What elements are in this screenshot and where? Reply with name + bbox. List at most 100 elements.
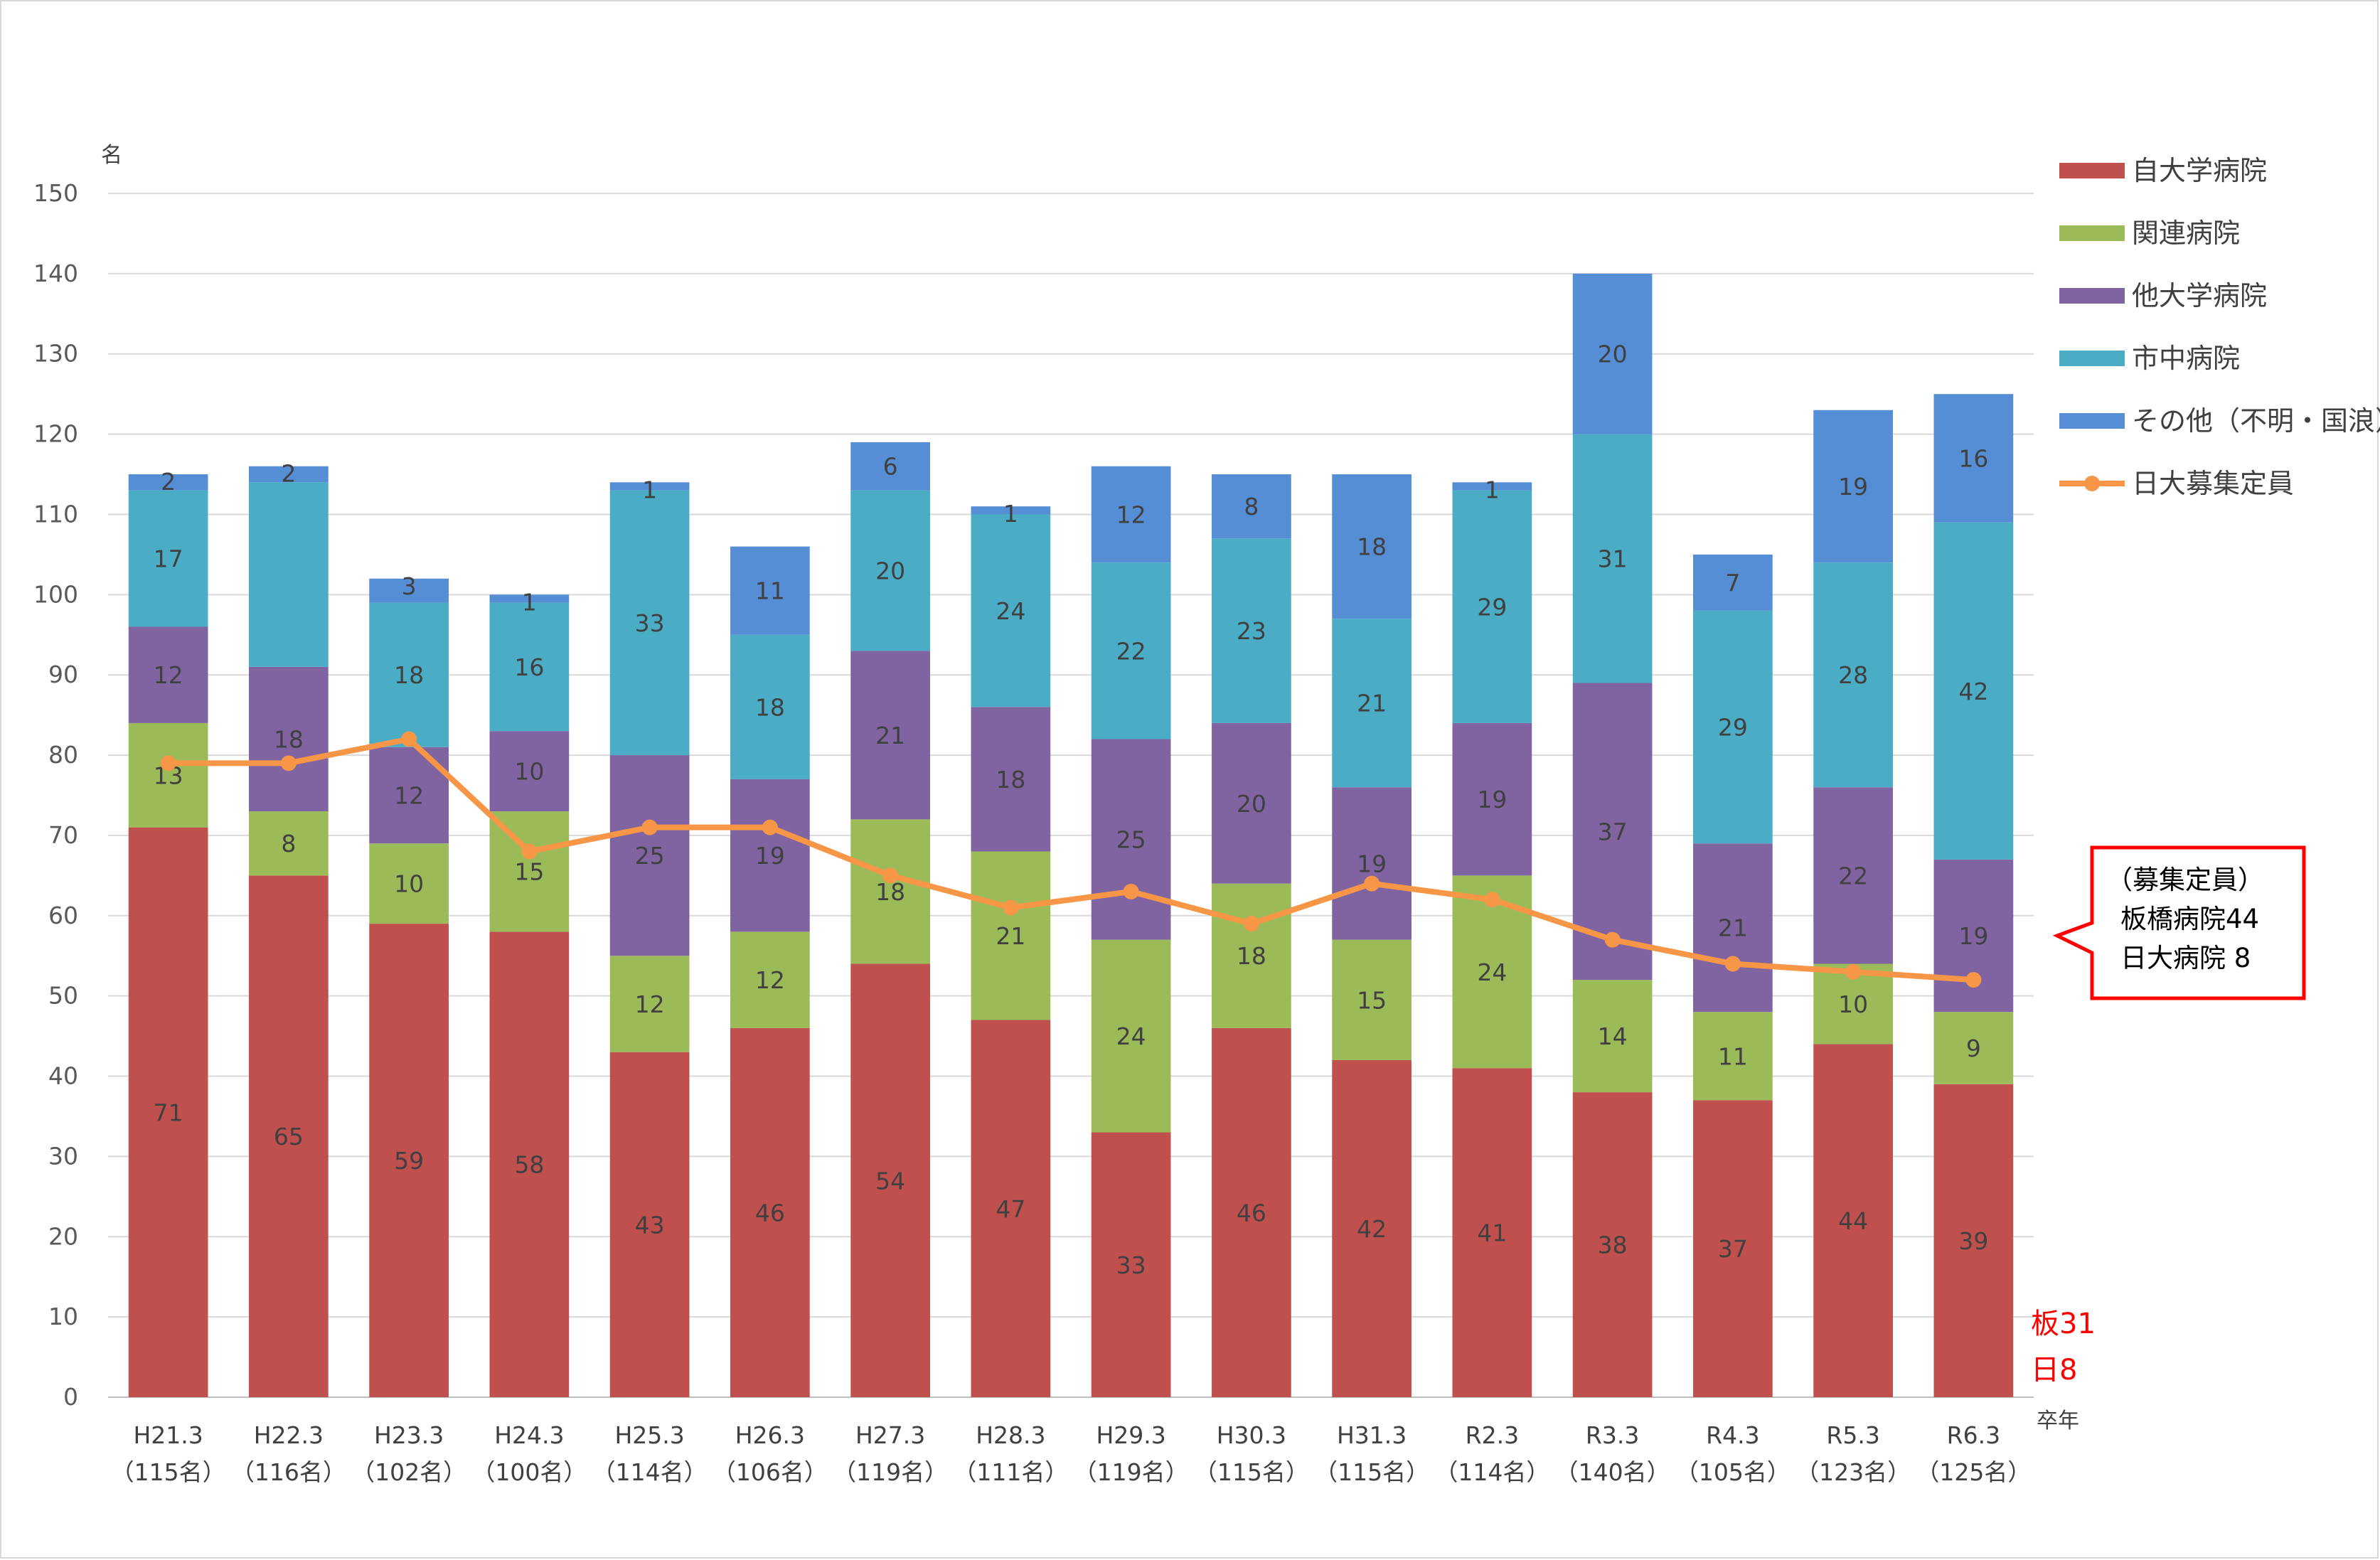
bar-segment bbox=[971, 506, 1051, 515]
segment-label: 18 bbox=[996, 766, 1025, 794]
segment-label: 15 bbox=[514, 858, 544, 886]
segment-label: 8 bbox=[1244, 493, 1259, 520]
segment-label: 20 bbox=[1598, 341, 1628, 368]
segment-label: 12 bbox=[755, 966, 785, 994]
bar-segment bbox=[249, 875, 329, 1397]
bar-segment bbox=[128, 827, 208, 1397]
y-tick-label: 0 bbox=[63, 1383, 78, 1411]
bar-segment bbox=[1813, 410, 1893, 563]
segment-label: 22 bbox=[1838, 862, 1868, 889]
y-tick-label: 100 bbox=[33, 580, 78, 608]
line-point bbox=[1484, 892, 1500, 908]
x-axis-labels: H21.3 （115名） H22.3 （116名） H23.3 （102名） H24.3 （1… bbox=[111, 1421, 2032, 1486]
x-tick-label: H26.3 bbox=[735, 1421, 805, 1449]
segment-label: 21 bbox=[1718, 914, 1748, 942]
segment-label: 31 bbox=[1598, 545, 1628, 573]
bar-segment bbox=[850, 490, 930, 651]
x-tick-label: H23.3 bbox=[374, 1421, 444, 1449]
bar-segment bbox=[1091, 739, 1171, 940]
segment-label: 1 bbox=[642, 476, 657, 503]
x-tick-label: H28.3 bbox=[976, 1421, 1045, 1449]
segment-label: 16 bbox=[1958, 444, 1988, 472]
bar-segment bbox=[1693, 1100, 1773, 1397]
bar-segment bbox=[128, 722, 208, 828]
bar-segment bbox=[369, 843, 449, 924]
segment-label: 18 bbox=[1357, 533, 1387, 561]
bar-segment bbox=[1572, 434, 1653, 683]
bar-segment bbox=[850, 442, 930, 491]
bar-segment bbox=[730, 634, 810, 779]
line-point bbox=[882, 867, 899, 884]
bar-segment bbox=[128, 474, 208, 491]
segment-label: 12 bbox=[635, 990, 665, 1018]
bar-segment bbox=[489, 731, 570, 812]
line-point bbox=[1364, 875, 1380, 892]
segment-label: 1 bbox=[1485, 476, 1500, 503]
x-tick-total-label: （114名） bbox=[1434, 1458, 1549, 1486]
line-point bbox=[1003, 899, 1019, 916]
segment-label: 12 bbox=[1116, 501, 1146, 528]
bar-segment bbox=[1572, 980, 1653, 1093]
segment-label: 24 bbox=[1477, 958, 1507, 986]
legend-swatch bbox=[2059, 163, 2125, 178]
segment-label: 23 bbox=[1237, 617, 1266, 645]
y-tick-label: 150 bbox=[33, 179, 78, 207]
line-series bbox=[160, 731, 1982, 988]
line-point bbox=[280, 755, 297, 771]
bar-segment bbox=[730, 1027, 810, 1397]
line-point bbox=[1724, 956, 1741, 972]
legend-line-marker bbox=[2084, 476, 2100, 491]
segment-label: 44 bbox=[1838, 1207, 1868, 1235]
bar-segment bbox=[1332, 939, 1412, 1060]
x-tick-total-label: （116名） bbox=[231, 1458, 346, 1486]
segment-label: 71 bbox=[154, 1099, 183, 1126]
segment-label: 25 bbox=[1116, 826, 1146, 854]
bar-segment bbox=[1693, 610, 1773, 844]
x-tick-total-label: （102名） bbox=[351, 1458, 466, 1486]
segment-label: 19 bbox=[1958, 922, 1988, 950]
callout-box: （募集定員） 板橋病院44 日大病院 8 bbox=[2052, 845, 2306, 1000]
segment-label: 19 bbox=[755, 842, 785, 870]
x-tick-total-label: （100名） bbox=[471, 1458, 587, 1486]
legend-label: その他（不明・国浪） bbox=[2132, 405, 2380, 437]
legend-label: 日大募集定員 bbox=[2132, 468, 2294, 499]
segment-label: 25 bbox=[635, 842, 665, 870]
bar-segment bbox=[1693, 1012, 1773, 1101]
x-tick-total-label: （119名） bbox=[833, 1458, 948, 1486]
segment-label: 9 bbox=[1966, 1035, 1981, 1062]
bar-segment bbox=[128, 490, 208, 627]
segment-label: 16 bbox=[514, 653, 544, 681]
x-tick-label: R2.3 bbox=[1466, 1421, 1519, 1449]
x-tick-total-label: （115名） bbox=[111, 1458, 226, 1486]
y-tick-label: 60 bbox=[48, 902, 78, 929]
segment-label: 46 bbox=[1237, 1199, 1266, 1227]
x-tick-label: H24.3 bbox=[494, 1421, 564, 1449]
y-tick-label: 20 bbox=[48, 1222, 78, 1250]
line-point bbox=[1604, 931, 1621, 948]
callout-line-3: 日大病院 8 bbox=[2120, 943, 2251, 973]
segment-label: 33 bbox=[635, 609, 665, 637]
segment-label: 19 bbox=[1838, 473, 1868, 501]
segment-label: 59 bbox=[394, 1147, 424, 1175]
x-tick-label: H21.3 bbox=[133, 1421, 203, 1449]
x-tick-total-label: （115名） bbox=[1194, 1458, 1309, 1486]
bar-segment bbox=[1933, 522, 2014, 860]
line-point bbox=[641, 819, 658, 835]
bar-segment bbox=[1212, 474, 1291, 539]
segment-label: 19 bbox=[1357, 850, 1387, 877]
segment-label: 15 bbox=[1357, 986, 1387, 1014]
bar-segment bbox=[1091, 562, 1171, 739]
x-tick-total-label: （111名） bbox=[953, 1458, 1068, 1486]
bar-segment bbox=[1332, 619, 1412, 788]
legend-label: 関連病院 bbox=[2132, 218, 2240, 249]
legend-swatch bbox=[2059, 288, 2125, 304]
bar-segment bbox=[1693, 554, 1773, 611]
segment-label: 20 bbox=[1237, 790, 1266, 818]
segment-label: 21 bbox=[875, 722, 905, 749]
y-tick-label: 80 bbox=[48, 741, 78, 769]
segment-label: 10 bbox=[514, 758, 544, 786]
line-point bbox=[521, 843, 538, 860]
